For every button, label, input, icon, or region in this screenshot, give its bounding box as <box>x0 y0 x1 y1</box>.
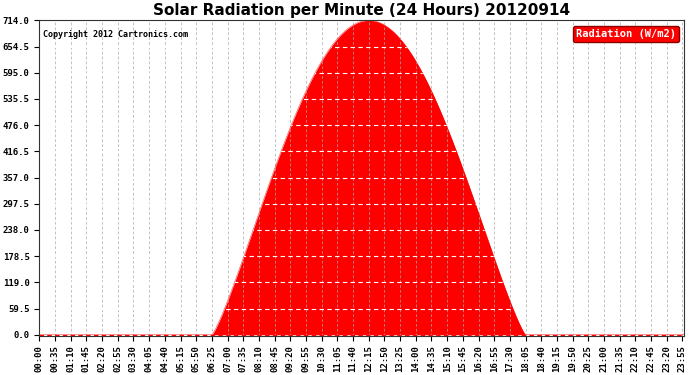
Title: Solar Radiation per Minute (24 Hours) 20120914: Solar Radiation per Minute (24 Hours) 20… <box>153 3 571 18</box>
Legend: Radiation (W/m2): Radiation (W/m2) <box>573 26 679 42</box>
Text: Copyright 2012 Cartronics.com: Copyright 2012 Cartronics.com <box>43 30 188 39</box>
